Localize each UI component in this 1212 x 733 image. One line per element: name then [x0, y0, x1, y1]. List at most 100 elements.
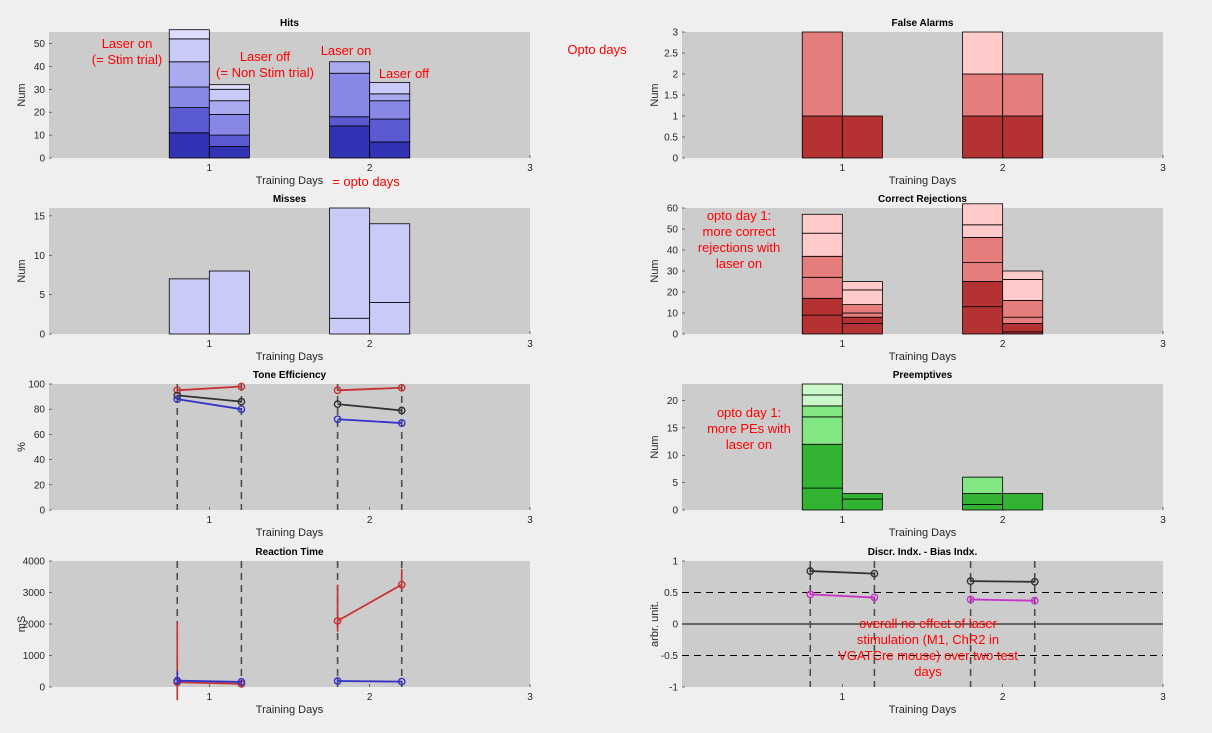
- hits-bar-segment: [208, 84, 250, 90]
- preemptives-ytick-label: 5: [672, 478, 678, 489]
- hits-bar-segment: [329, 125, 371, 159]
- annotation-line: stimulation (M1, ChR2 in: [857, 632, 999, 647]
- correct-rejections-ytick-label: 60: [667, 204, 679, 215]
- tone-efficiency-ytick-label: 20: [34, 480, 46, 491]
- hits-bar-segment: [329, 72, 371, 118]
- false-alarms-bar-segment: [801, 115, 843, 159]
- preemptives-bar-segment: [801, 416, 843, 445]
- misses-bar-segment: [369, 223, 411, 303]
- tone-efficiency-ytick-label: 0: [39, 506, 45, 517]
- misses-ytick-label: 15: [34, 211, 46, 222]
- reaction-time-ytick-label: 1000: [23, 651, 46, 662]
- tone-efficiency-title: Tone Efficiency: [253, 370, 327, 381]
- annotation-line: (= Non Stim trial): [216, 65, 314, 80]
- false-alarms-xtick-label: 2: [1000, 163, 1006, 174]
- preemptives-ytick-label: 0: [672, 506, 678, 517]
- correct-rejections-xtick-label: 3: [1160, 339, 1166, 350]
- reaction-time-series-line: [337, 583, 403, 622]
- false-alarms-ytick-label: 2: [672, 70, 678, 81]
- preemptives-panel: Preemptives Training Days Num 1 2 3 0 5 10 15 20: [649, 370, 1166, 539]
- preemptives-bar-segment: [801, 394, 843, 407]
- correct-rejections-bar-segment: [962, 281, 1004, 308]
- correct-rejections-bar-segment: [841, 281, 883, 291]
- discr-bias-point: [966, 577, 975, 586]
- preemptives-ytick-label: 10: [667, 451, 679, 462]
- tone-efficiency-point: [173, 395, 182, 404]
- misses-axes: [49, 208, 530, 334]
- false-alarms-xlabel: Training Days: [889, 175, 957, 187]
- hits-bar-segment: [168, 86, 210, 109]
- annotation-6: opto day 1: more correct rejections with la…: [698, 208, 780, 271]
- false-alarms-bar-segment: [1002, 73, 1044, 117]
- reaction-time-title: Reaction Time: [255, 547, 324, 558]
- false-alarms-ytick-label: 1: [672, 112, 678, 123]
- correct-rejections-bar-segment: [841, 304, 883, 314]
- hits-bar-segment: [329, 116, 371, 127]
- reaction-time-point: [333, 677, 342, 685]
- discr-bias-point: [870, 569, 879, 578]
- correct-rejections-bar-segment: [801, 232, 843, 257]
- reaction-time-xtick-label: 2: [367, 692, 373, 703]
- tone-efficiency-point: [237, 397, 246, 406]
- discr-bias-ytick-label: 1: [672, 557, 678, 568]
- tone-efficiency-point: [397, 406, 406, 415]
- hits-bar-segment: [369, 100, 411, 120]
- tone-efficiency-point: [333, 415, 342, 424]
- annotation-line: Opto days: [567, 42, 627, 57]
- hits-axes: [49, 32, 530, 158]
- misses-bar-segment: [329, 317, 371, 335]
- false-alarms-bar-segment: [801, 31, 843, 117]
- correct-rejections-bar-segment: [801, 297, 843, 316]
- tone-efficiency-point: [397, 419, 406, 427]
- false-alarms-panel: False Alarms Training Days Num 1 2 3 0 0.5 1 1.5 2…: [649, 18, 1166, 187]
- preemptives-bar-segment: [841, 498, 883, 511]
- tone-efficiency-point: [173, 391, 182, 400]
- tone-efficiency-series-line: [337, 403, 402, 412]
- tone-efficiency-series-line: [337, 386, 402, 392]
- correct-rejections-ytick-label: 0: [672, 330, 678, 341]
- annotation-line: laser on: [716, 256, 762, 271]
- reaction-time-ytick-label: 2000: [23, 620, 46, 631]
- discr-bias-series-line: [810, 593, 875, 599]
- annotation-5: Opto days: [567, 42, 627, 57]
- hits-bar-segment: [329, 61, 371, 74]
- hits-title: Hits: [280, 18, 299, 29]
- hits-xtick-label: 3: [527, 163, 533, 174]
- misses-xtick-label: 2: [367, 339, 373, 350]
- preemptives-title: Preemptives: [893, 370, 953, 381]
- tone-efficiency-ytick-label: 100: [28, 380, 45, 391]
- reaction-time-xlabel: Training Days: [256, 704, 324, 716]
- false-alarms-axes: [682, 32, 1163, 158]
- reaction-time-xtick-label: 3: [527, 692, 533, 703]
- preemptives-bar-segment: [962, 476, 1004, 494]
- false-alarms-title: False Alarms: [892, 18, 954, 29]
- correct-rejections-bar-segment: [962, 306, 1004, 335]
- hits-ytick-label: 0: [39, 154, 45, 165]
- reaction-time-point: [397, 677, 406, 686]
- reaction-time-panel: Reaction Time Training Days mS 1 2 3 0 1000 2000…: [16, 547, 533, 716]
- correct-rejections-xtick-label: 1: [840, 339, 846, 350]
- hits-bar-segment: [369, 141, 411, 159]
- tone-efficiency-point: [397, 383, 406, 392]
- false-alarms-xtick-label: 1: [840, 163, 846, 174]
- tone-efficiency-xtick-label: 2: [367, 515, 373, 526]
- discr-bias-xtick-label: 3: [1160, 692, 1166, 703]
- preemptives-bar-segment: [962, 493, 1004, 505]
- misses-panel: Misses Training Days Num 1 2 3 0 5 10 15: [16, 194, 533, 363]
- correct-rejections-xtick-label: 2: [1000, 339, 1006, 350]
- discr-bias-series-line: [970, 580, 1035, 583]
- annotation-line: Laser off: [379, 66, 430, 81]
- misses-bar-segment: [208, 270, 250, 335]
- false-alarms-ytick-label: 0: [672, 154, 678, 165]
- discr-bias-xtick-label: 2: [1000, 692, 1006, 703]
- preemptives-axes: [682, 384, 1163, 510]
- correct-rejections-ytick-label: 10: [667, 309, 679, 320]
- discr-bias-point: [870, 593, 879, 602]
- reaction-time-ylabel: mS: [16, 616, 28, 633]
- hits-bar-segment: [369, 93, 411, 102]
- false-alarms-ytick-label: 2.5: [664, 49, 678, 60]
- tone-efficiency-ytick-label: 40: [34, 455, 46, 466]
- correct-rejections-bar-segment: [841, 323, 883, 335]
